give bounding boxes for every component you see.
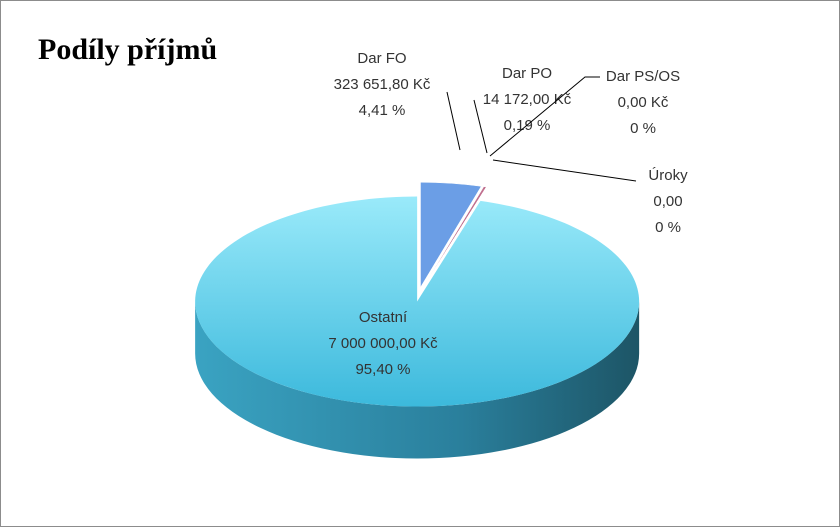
chart-title: Podíly příjmů [38, 33, 217, 66]
data-label-name: Úroky [648, 167, 688, 184]
data-label-name: Dar PS/OS [606, 68, 680, 85]
data-label-name: Dar PO [502, 65, 552, 82]
leader-line [492, 159, 637, 182]
data-label-name: Dar FO [357, 50, 406, 67]
data-label-value: 323 651,80 Kč [334, 76, 431, 93]
data-label-value: 0,00 [653, 193, 682, 210]
slice [195, 196, 640, 407]
data-label-value: 7 000 000,00 Kč [328, 335, 438, 352]
data-label-name: Ostatní [359, 309, 408, 326]
data-label-value: 14 172,00 Kč [483, 91, 572, 108]
slice-side [195, 301, 640, 459]
data-label-percent: 0 % [630, 120, 656, 137]
data-label-percent: 0 % [655, 219, 681, 236]
data-label-percent: 4,41 % [359, 102, 406, 119]
data-label-value: 0,00 Kč [618, 94, 669, 111]
slice [420, 182, 482, 289]
data-label-percent: 95,40 % [355, 361, 410, 378]
leader-line [446, 91, 461, 151]
leader-line [489, 76, 600, 157]
leader-line [473, 99, 488, 154]
